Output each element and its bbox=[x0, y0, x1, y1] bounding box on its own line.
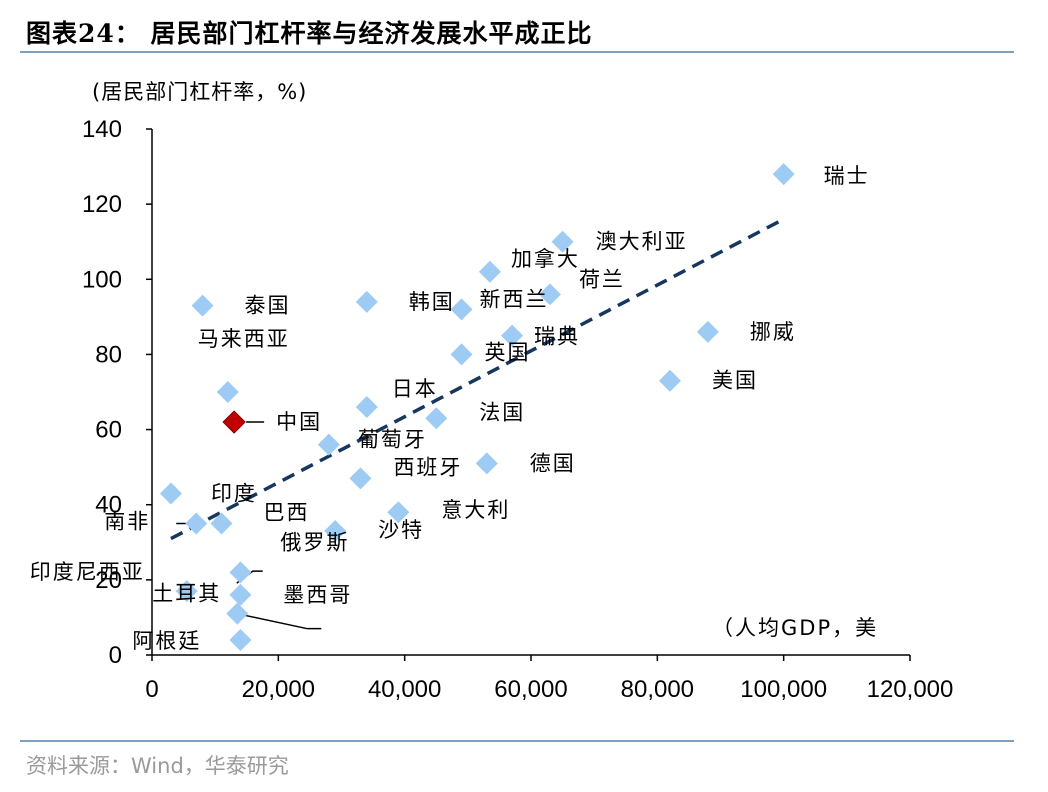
data-point-label: 泰国 bbox=[245, 294, 291, 318]
data-point-marker bbox=[210, 512, 233, 535]
x-tick-label: 100,000 bbox=[740, 676, 827, 703]
footer-divider bbox=[20, 740, 1014, 742]
data-point-marker bbox=[450, 343, 473, 366]
y-tick-label: 140 bbox=[82, 116, 122, 143]
data-point-marker bbox=[229, 583, 252, 606]
axes: 0 20 40 60 80 100 120 140 0 20,000 40,000 60,000 80,… bbox=[82, 116, 953, 703]
data-point-label: 法国 bbox=[479, 400, 525, 424]
data-point-label: 新西兰 bbox=[480, 287, 549, 311]
data-point-marker bbox=[772, 163, 795, 186]
data-point-label: 挪威 bbox=[750, 320, 796, 344]
y-tick-label: 20 bbox=[95, 567, 122, 594]
data-point-marker bbox=[425, 407, 448, 430]
data-point-label: 韩国 bbox=[409, 290, 455, 314]
data-point-label: 意大利 bbox=[441, 498, 510, 522]
data-point-label: 马来西亚 bbox=[198, 327, 290, 351]
data-point-label: 俄罗斯 bbox=[280, 530, 349, 554]
y-tick-label: 40 bbox=[95, 492, 122, 519]
x-tick-label: 80,000 bbox=[621, 676, 694, 703]
data-point-marker bbox=[387, 501, 410, 524]
data-point-label: 德国 bbox=[530, 451, 576, 475]
data-point-marker bbox=[159, 482, 182, 505]
data-point-label: 瑞典 bbox=[534, 325, 580, 349]
data-point-label: 英国 bbox=[485, 340, 531, 364]
data-point-marker bbox=[501, 324, 524, 347]
data-point-label: 巴西 bbox=[263, 501, 309, 525]
data-point-marker bbox=[317, 433, 340, 456]
data-point-marker bbox=[185, 512, 208, 535]
trendline-group bbox=[170, 217, 785, 541]
leader-line-turkey bbox=[237, 612, 322, 630]
data-point-marker bbox=[658, 369, 681, 392]
data-point-marker bbox=[478, 260, 501, 283]
y-tick-label: 80 bbox=[95, 341, 122, 368]
figure-title: 图表24： 居民部门杠杆率与经济发展水平成正比 bbox=[26, 19, 593, 48]
data-point-marker bbox=[226, 602, 249, 625]
data-point-label: 印度尼西亚 bbox=[30, 560, 145, 584]
data-point-marker bbox=[475, 452, 498, 475]
data-point-label: 美国 bbox=[712, 369, 758, 393]
data-point-marker bbox=[349, 467, 372, 490]
y-axis-label: (居民部门杠杆率，%) bbox=[92, 80, 307, 104]
data-point-marker bbox=[355, 396, 378, 419]
data-point-marker bbox=[191, 294, 214, 317]
data-point-label: 印度 bbox=[211, 481, 257, 505]
data-point-label: 日本 bbox=[392, 377, 438, 401]
data-point-label: 葡萄牙 bbox=[358, 428, 427, 452]
data-point-label: 西班牙 bbox=[393, 455, 462, 479]
data-point-marker bbox=[175, 580, 198, 603]
data-point-marker bbox=[355, 290, 378, 313]
data-point-label: 瑞士 bbox=[824, 164, 870, 188]
y-tick-label: 60 bbox=[95, 417, 122, 444]
data-points bbox=[159, 163, 795, 651]
y-tick-label: 100 bbox=[82, 266, 122, 293]
data-point-marker bbox=[538, 283, 561, 306]
data-point-marker bbox=[450, 298, 473, 321]
data-point-label: 澳大利亚 bbox=[596, 230, 688, 254]
data-point-label: 南非 bbox=[104, 510, 150, 534]
data-point-marker bbox=[324, 520, 347, 543]
data-point-marker bbox=[216, 381, 239, 403]
data-point-label: 沙特 bbox=[378, 518, 424, 542]
data-point-label: 墨西哥 bbox=[283, 583, 352, 607]
data-point-marker bbox=[551, 230, 574, 253]
x-axis-label: （人均GDP，美 bbox=[712, 616, 878, 640]
trendline bbox=[170, 217, 785, 541]
title-divider bbox=[20, 51, 1014, 53]
data-point-label: 阿根廷 bbox=[132, 629, 201, 653]
source-note: 资料来源：Wind，华泰研究 bbox=[26, 754, 289, 778]
data-point-label: 中国 bbox=[276, 410, 322, 434]
y-tick-label: 0 bbox=[109, 642, 122, 669]
data-point-marker bbox=[229, 628, 252, 651]
data-point-label: 荷兰 bbox=[579, 267, 625, 291]
x-tick-label: 20,000 bbox=[242, 676, 315, 703]
data-point-marker bbox=[222, 410, 246, 434]
x-tick-label: 60,000 bbox=[494, 676, 567, 703]
data-point-label: 加拿大 bbox=[511, 247, 580, 271]
x-tick-label: 120,000 bbox=[867, 676, 954, 703]
y-tick-label: 120 bbox=[82, 191, 122, 218]
data-point-marker bbox=[229, 561, 252, 584]
data-point-label: 土耳其 bbox=[152, 582, 221, 606]
data-point-marker bbox=[696, 320, 719, 343]
x-tick-label: 0 bbox=[145, 676, 158, 703]
x-tick-label: 40,000 bbox=[368, 676, 441, 703]
